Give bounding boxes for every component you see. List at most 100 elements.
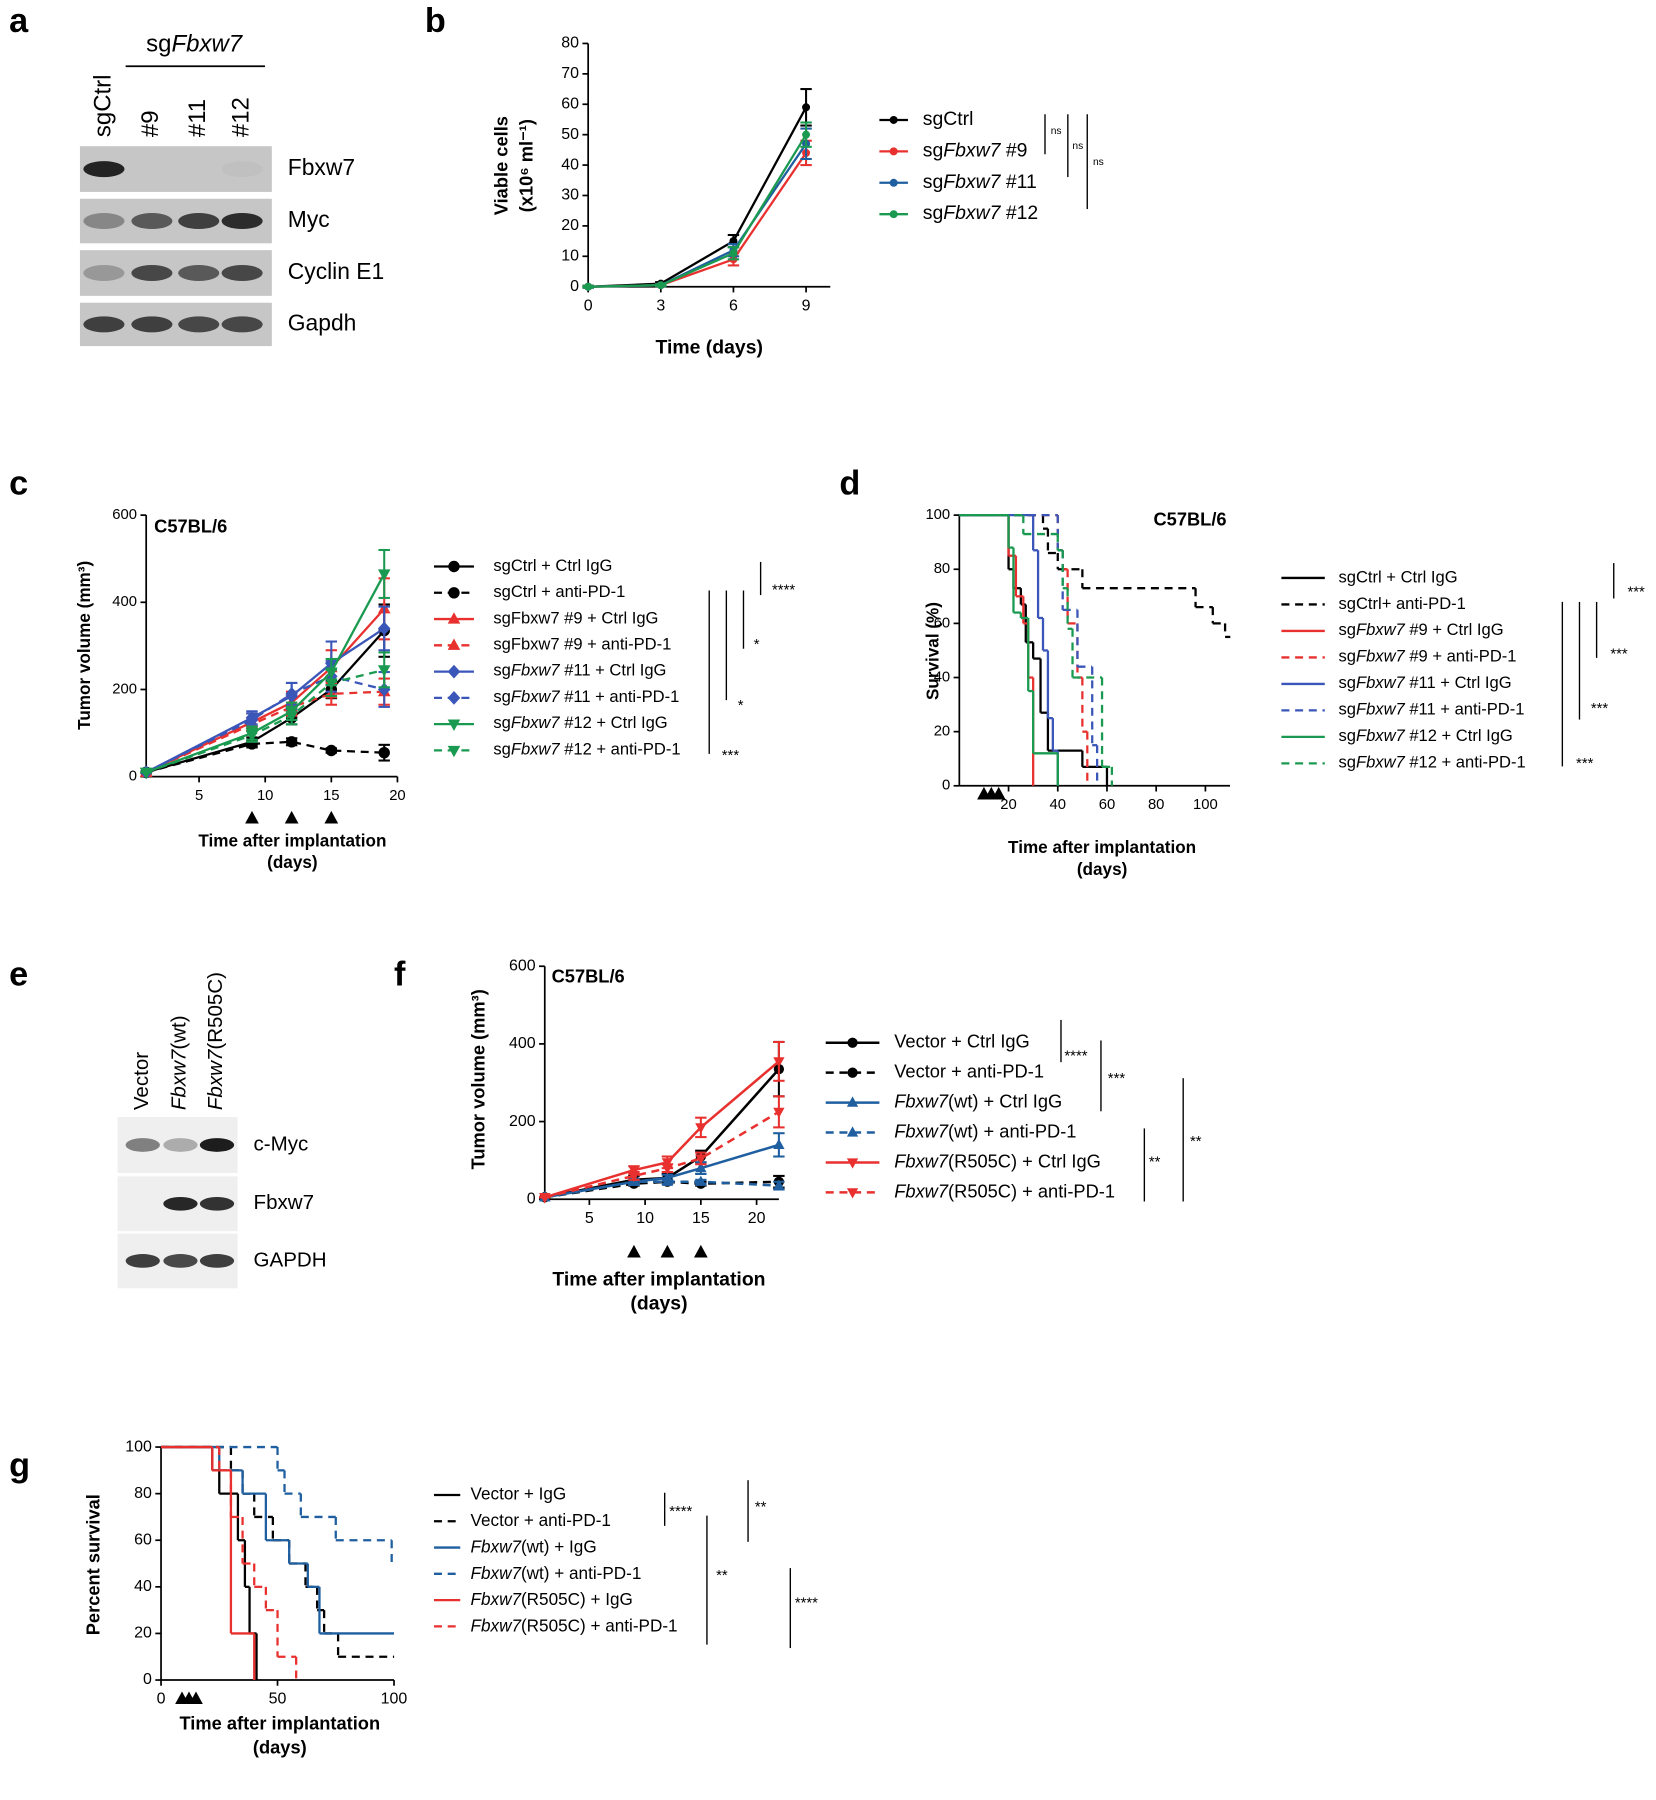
treatment-arrow: [991, 786, 1006, 800]
series-line: [544, 1060, 780, 1199]
x-tick-label: 5: [195, 788, 203, 804]
legend-label: sgFbxw7 #12 + anti-PD-1: [1339, 753, 1526, 772]
marker: [846, 1158, 859, 1169]
marker: [447, 664, 461, 679]
x-axis-label: (days): [253, 1736, 307, 1757]
y-tick-label: 100: [125, 1438, 152, 1455]
significance-label: ****: [669, 1504, 692, 1520]
treatment-arrow: [284, 810, 299, 824]
marker: [847, 1037, 858, 1048]
marker: [889, 178, 898, 187]
series-line: [145, 608, 386, 774]
significance-label: ****: [795, 1595, 818, 1611]
significance-label: ns: [1093, 157, 1104, 168]
y-axis-label: Survival (%): [923, 602, 943, 700]
marker: [377, 621, 391, 636]
marker: [447, 719, 461, 731]
band: [221, 316, 263, 333]
y-tick-label: 40: [561, 156, 579, 173]
legend-label: Vector + anti-PD-1: [894, 1061, 1044, 1082]
x-tick-label: 60: [1099, 797, 1116, 813]
legend-label: Fbxw7(R505C) + anti-PD-1: [894, 1180, 1115, 1201]
marker: [846, 1096, 859, 1107]
marker: [847, 1067, 858, 1078]
x-tick-label: 3: [656, 297, 665, 314]
significance-label: ****: [1064, 1048, 1087, 1064]
y-tick-label: 200: [112, 681, 137, 697]
band: [199, 1138, 235, 1152]
y-tick-label: 10: [561, 248, 579, 265]
marker: [661, 1175, 674, 1186]
significance-label: *: [754, 637, 760, 653]
marker: [695, 1154, 707, 1165]
x-axis-label: Time after implantation: [552, 1268, 765, 1290]
legend-label: Fbxw7(wt) + IgG: [471, 1536, 597, 1556]
band: [83, 213, 125, 230]
marker: [846, 1126, 859, 1137]
lane-label: Fbxw7(R505C): [204, 972, 227, 1110]
panel-label: a: [9, 2, 29, 40]
y-tick-label: 60: [134, 1531, 152, 1548]
significance-label: ns: [1072, 141, 1083, 152]
marker: [802, 103, 811, 112]
lane-label: #12: [227, 97, 254, 137]
legend-label: Fbxw7(R505C) + IgG: [471, 1589, 633, 1609]
marker: [377, 682, 391, 697]
y-tick-label: 0: [942, 778, 950, 794]
y-tick-label: 40: [934, 669, 950, 685]
y-axis-label: Viable cells: [490, 116, 511, 215]
band: [163, 1138, 198, 1152]
x-tick-label: 20: [389, 788, 406, 804]
y-tick-label: 20: [934, 724, 950, 740]
marker: [773, 1179, 785, 1190]
marker: [729, 237, 738, 246]
marker: [773, 1138, 785, 1149]
panel-label: c: [9, 464, 28, 502]
x-tick-label: 0: [584, 297, 593, 314]
panel-label: e: [9, 956, 28, 994]
lane-label: sgCtrl: [89, 75, 116, 138]
band: [131, 316, 173, 333]
x-axis-label: (days): [267, 852, 317, 872]
x-tick-label: 20: [1000, 797, 1017, 813]
marker: [656, 281, 665, 290]
marker: [773, 1107, 785, 1119]
marker: [245, 713, 259, 727]
legend-label: sgFbxw7 #11 + anti-PD-1: [493, 687, 679, 706]
marker: [889, 147, 898, 156]
y-tick-label: 40: [134, 1578, 152, 1595]
marker: [377, 665, 391, 677]
row-label: Cyclin E1: [288, 258, 384, 284]
row-label: Myc: [288, 206, 330, 232]
marker: [448, 560, 460, 573]
legend-label: sgFbxw7 #12 + Ctrl IgG: [493, 713, 667, 732]
marker: [661, 1164, 674, 1175]
x-tick-label: 40: [1050, 797, 1067, 813]
marker: [325, 678, 338, 690]
treatment-arrow: [189, 1691, 203, 1705]
y-tick-label: 100: [925, 507, 950, 523]
legend-label: sgCtrl + anti-PD-1: [493, 582, 625, 601]
panel-label: f: [394, 956, 406, 994]
significance-label: **: [716, 1568, 728, 1584]
band: [178, 213, 220, 230]
treatment-arrow: [324, 810, 339, 824]
legend-label: Fbxw7(R505C) + anti-PD-1: [471, 1615, 678, 1635]
marker: [539, 1193, 551, 1204]
x-axis-label: Time (days): [655, 337, 763, 359]
legend-label: sgCtrl + Ctrl IgG: [1339, 567, 1458, 586]
marker: [889, 115, 898, 124]
marker: [447, 745, 461, 758]
legend-label: sgFbxw7 #12 + Ctrl IgG: [1339, 726, 1513, 745]
x-tick-label: 20: [748, 1210, 766, 1227]
marker: [695, 1175, 707, 1186]
legend-label: sgCtrl: [923, 108, 974, 130]
x-tick-label: 0: [157, 1691, 166, 1708]
x-tick-label: 10: [257, 788, 274, 804]
y-tick-label: 80: [134, 1485, 152, 1502]
significance-label: ns: [1051, 126, 1062, 137]
significance-label: ***: [1108, 1071, 1126, 1087]
chart-title: C57BL/6: [552, 965, 625, 986]
y-tick-label: 70: [561, 65, 579, 82]
marker: [448, 587, 460, 599]
